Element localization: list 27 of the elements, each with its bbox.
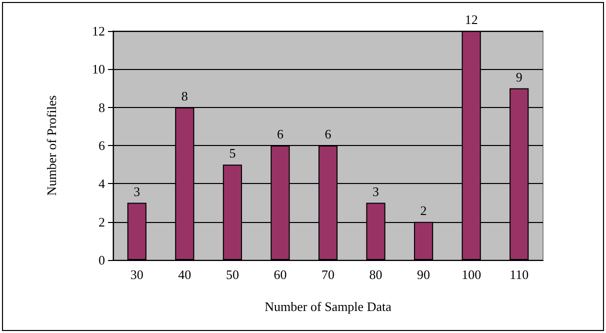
data-label: 9	[516, 69, 522, 84]
x-tick-label: 40	[178, 267, 192, 282]
data-label: 3	[372, 184, 380, 199]
data-label: 6	[276, 126, 284, 142]
y-tick-label: 4	[98, 176, 106, 192]
data-label: 5	[229, 146, 236, 161]
x-tick-label: 70	[322, 267, 334, 282]
x-tick-label: 100	[462, 267, 482, 282]
data-label: 6	[324, 126, 332, 142]
x-tick-label: 60	[274, 267, 287, 282]
data-label: 2	[420, 202, 427, 218]
data-label: 12	[464, 12, 478, 27]
y-tick-label: 6	[98, 138, 106, 153]
y-axis-title: Number of Profiles	[44, 95, 59, 196]
x-tick-label: 80	[369, 267, 382, 282]
y-tick-label: 10	[92, 62, 105, 77]
x-tick-label: 50	[226, 267, 239, 282]
data-label: 3	[134, 184, 140, 199]
y-tick-label: 12	[92, 24, 105, 38]
x-tick-label: 90	[417, 267, 430, 282]
x-axis-title: Number of Sample Data	[264, 299, 392, 314]
data-label: 8	[181, 88, 188, 104]
y-tick-label: 0	[98, 252, 105, 268]
y-tick-label: 8	[98, 100, 105, 115]
x-tick-label: 30	[130, 267, 144, 282]
x-tick-label: 110	[510, 267, 529, 282]
y-tick-label: 2	[98, 214, 105, 230]
